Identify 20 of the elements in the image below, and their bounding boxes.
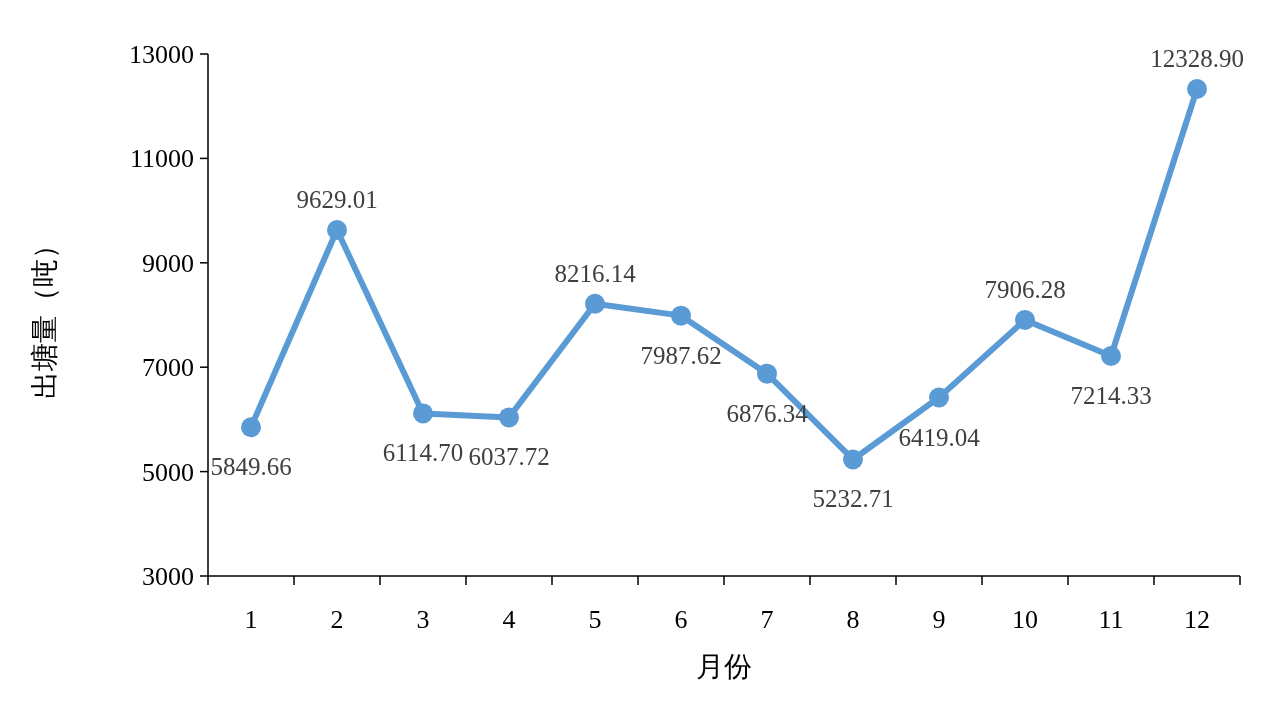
point [1101,346,1121,367]
point [241,417,261,438]
point [499,407,519,428]
y-tick-label: 5000 [142,457,194,487]
point [843,449,863,470]
point [1187,79,1207,100]
y-axis-title: 出塘量（吨） [29,231,60,399]
point [1015,309,1035,330]
y-tick-label: 3000 [142,562,194,591]
point [929,387,949,408]
point [327,219,347,240]
point [671,305,691,326]
y-tick-label: 11000 [129,144,194,174]
x-axis-title: 月份 [696,651,752,682]
y-tick-label: 7000 [142,353,194,383]
point [757,363,777,384]
point [585,293,605,314]
y-tick-label: 9000 [142,248,194,278]
y-tick-label: 13000 [129,40,194,69]
point [413,403,433,424]
